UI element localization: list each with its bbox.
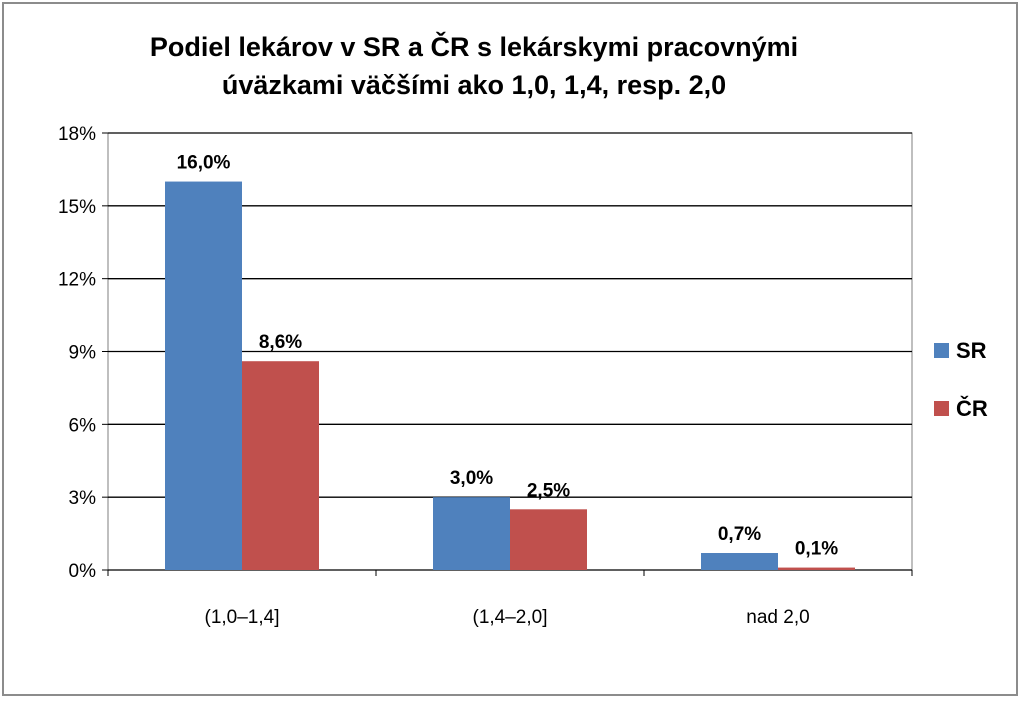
data-label: 2,5% bbox=[527, 480, 570, 501]
data-label: 0,1% bbox=[795, 539, 838, 560]
legend-swatch-SR bbox=[934, 343, 949, 358]
y-tick-label: 18% bbox=[58, 124, 96, 145]
legend-label-SR: SR bbox=[956, 338, 987, 363]
bar-ČR-1 bbox=[510, 509, 587, 570]
chart-title: Podiel lekárov v SR a ČR s lekárskymi pr… bbox=[84, 28, 864, 104]
y-tick-label: 6% bbox=[69, 415, 97, 436]
legend-swatch-ČR bbox=[934, 401, 949, 416]
bar-SR-0 bbox=[165, 181, 242, 571]
chart-title-line-1: Podiel lekárov v SR a ČR s lekárskymi pr… bbox=[149, 32, 799, 62]
chart-title-line-2: úväzkami väčšími ako 1,0, 1,4, resp. 2,0 bbox=[221, 70, 727, 100]
y-tick-label: 12% bbox=[58, 270, 96, 291]
bar-ČR-2 bbox=[778, 567, 855, 570]
y-tick-label: 0% bbox=[69, 561, 97, 582]
bar-SR-2 bbox=[701, 553, 778, 570]
data-label: 0,7% bbox=[718, 524, 761, 545]
bar-SR-1 bbox=[433, 497, 510, 570]
y-tick-label: 15% bbox=[58, 197, 96, 218]
data-label: 8,6% bbox=[259, 332, 302, 353]
x-category-label: nad 2,0 bbox=[746, 607, 809, 628]
x-category-label: (1,0–1,4] bbox=[205, 607, 280, 628]
bar-ČR-0 bbox=[242, 361, 319, 570]
legend-label-ČR: ČR bbox=[956, 396, 988, 421]
x-category-label: (1,4–2,0] bbox=[473, 607, 548, 628]
data-label: 16,0% bbox=[177, 153, 231, 174]
y-tick-label: 9% bbox=[69, 343, 97, 364]
y-tick-label: 3% bbox=[69, 488, 97, 509]
data-label: 3,0% bbox=[450, 468, 493, 489]
